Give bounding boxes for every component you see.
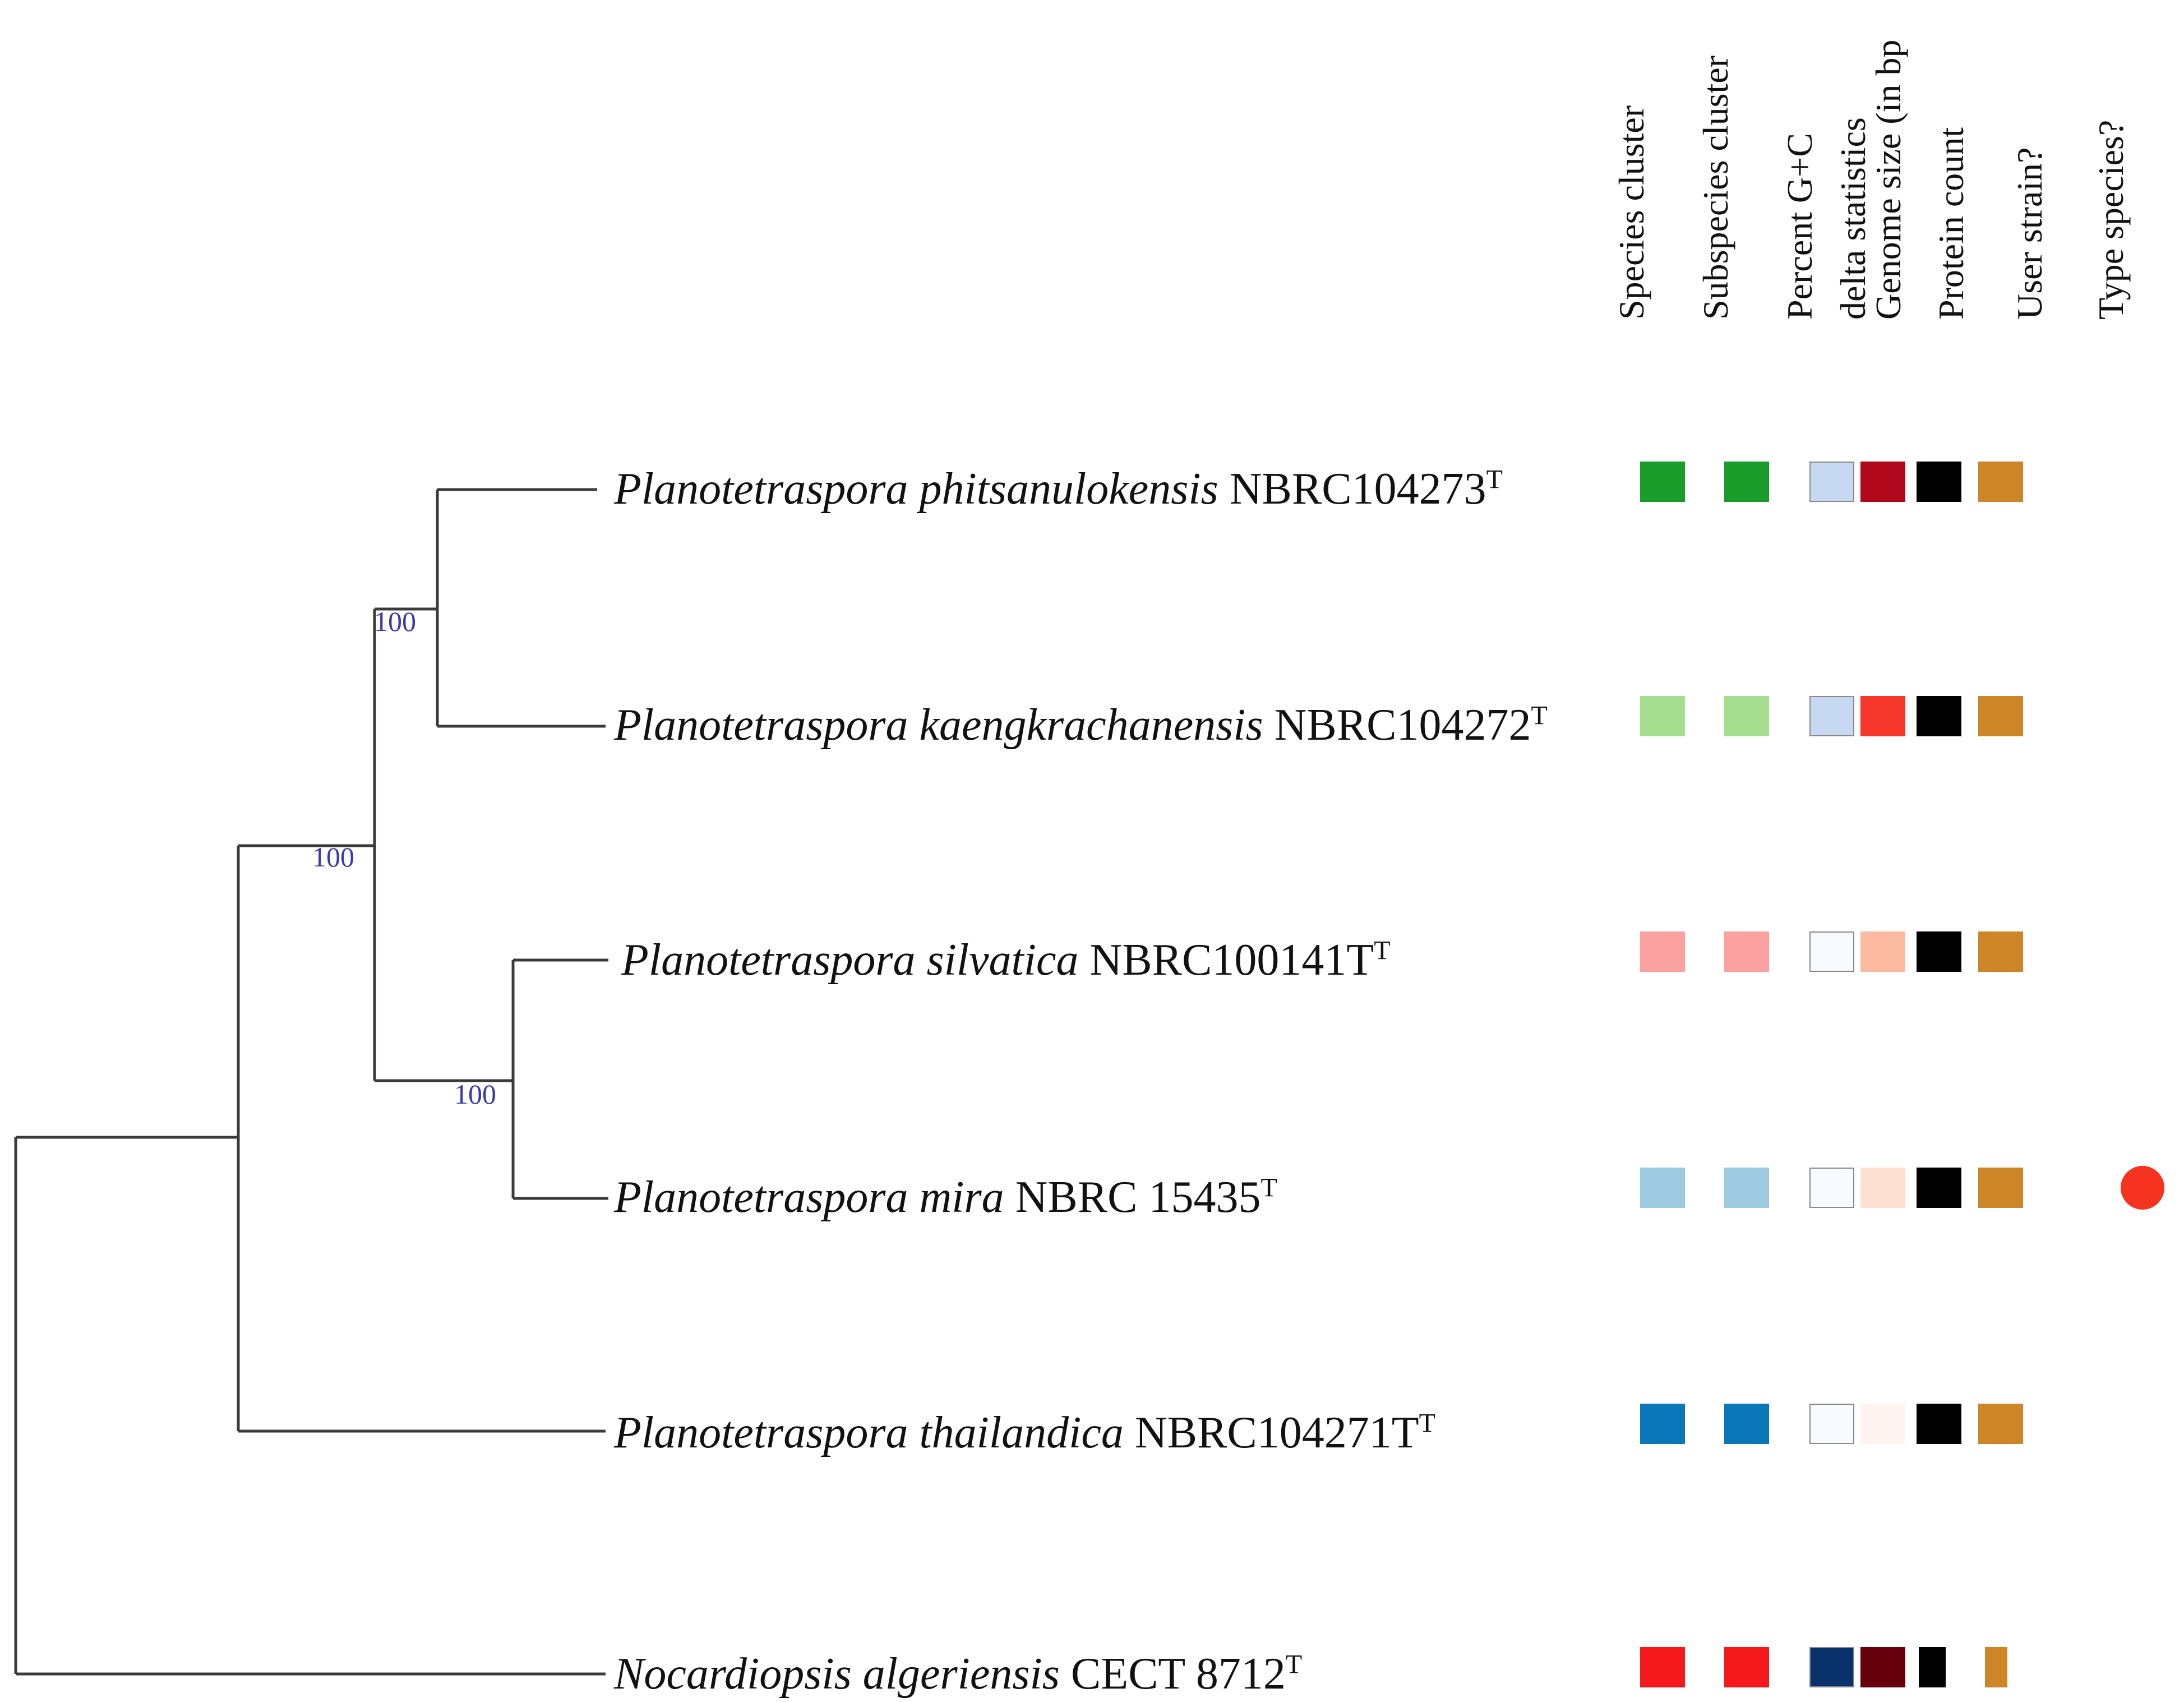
cell-percent-gc (1809, 1404, 1854, 1444)
cell-species-cluster (1640, 1404, 1685, 1444)
cell-species-cluster (1640, 1647, 1685, 1687)
cell-genome-size (1917, 1404, 1961, 1444)
cell-genome-size (1917, 696, 1961, 736)
cell-percent-gc (1809, 696, 1854, 736)
cell-subspecies-cluster (1724, 462, 1769, 502)
cell-percent-gc (1809, 1647, 1854, 1687)
cell-percent-gc (1809, 931, 1854, 972)
taxon-label: Planotetraspora silvatica NBRC100141TT (621, 935, 1391, 985)
cell-protein-count (1978, 462, 2023, 502)
taxon-label: Planotetraspora mira NBRC 15435T (614, 1173, 1277, 1222)
cell-genome-size (1919, 1647, 1946, 1687)
bootstrap-value: 100 (374, 606, 416, 637)
branch-ingroup (237, 844, 375, 1431)
cell-percent-gc (1809, 462, 1854, 502)
branch-clade-a (373, 607, 437, 1081)
branch-root (14, 1136, 238, 1674)
cell-delta-statistics (1860, 1168, 1905, 1208)
cell-genome-size (1917, 931, 1961, 972)
cell-protein-count (1978, 931, 2023, 972)
cell-subspecies-cluster (1724, 1647, 1769, 1687)
cell-percent-gc (1809, 1168, 1854, 1208)
cell-delta-statistics (1860, 696, 1905, 736)
cell-protein-count (1978, 1168, 2023, 1208)
taxon-label: Planotetraspora phitsanulokensis NBRC104… (614, 464, 1503, 514)
cell-genome-size (1917, 462, 1961, 502)
cell-subspecies-cluster (1724, 931, 1769, 972)
cell-species-cluster (1640, 462, 1685, 502)
bootstrap-value: 100 (312, 841, 354, 873)
cell-protein-count (1978, 1404, 2023, 1444)
cell-species-cluster (1640, 931, 1685, 972)
cell-protein-count (1985, 1647, 2007, 1687)
taxon-label: Planotetraspora thailandica NBRC104271TT (614, 1408, 1435, 1457)
cell-subspecies-cluster (1724, 1404, 1769, 1444)
cell-delta-statistics (1860, 1647, 1905, 1687)
cell-delta-statistics (1860, 1404, 1905, 1444)
cell-delta-statistics (1860, 931, 1905, 972)
taxon-label: Planotetraspora kaengkrachanensis NBRC10… (614, 700, 1548, 750)
cell-delta-statistics (1860, 462, 1905, 502)
cell-subspecies-cluster (1724, 1168, 1769, 1208)
cell-subspecies-cluster (1724, 696, 1769, 736)
cell-protein-count (1978, 696, 2023, 736)
cell-species-cluster (1640, 696, 1685, 736)
type-species-marker (2121, 1166, 2164, 1210)
cell-genome-size (1917, 1168, 1961, 1208)
cell-species-cluster (1640, 1168, 1685, 1208)
taxon-label: Nocardiopsis algeriensis CECT 8712T (614, 1649, 1303, 1699)
bootstrap-value: 100 (454, 1078, 496, 1110)
